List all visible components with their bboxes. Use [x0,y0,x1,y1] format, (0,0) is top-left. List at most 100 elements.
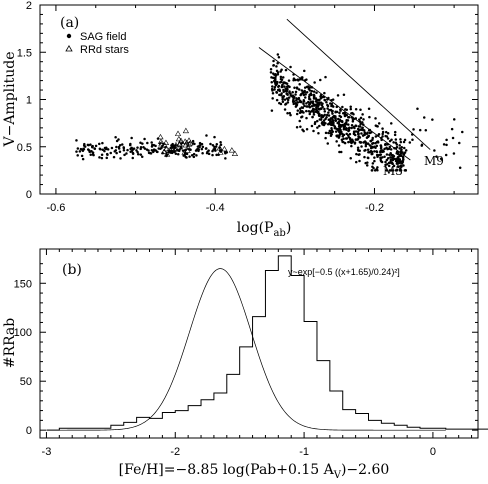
sag-field-point [319,78,322,82]
sag-field-point [131,156,135,160]
sag-field-point [219,143,223,147]
sag-field-point [400,145,403,149]
sag-field-point [343,114,347,118]
sag-field-point [305,109,308,113]
sag-field-point [280,92,283,95]
rrd-star-point [184,147,191,153]
sag-field-point [338,111,341,115]
sag-field-point [316,98,319,102]
sag-field-point [376,125,379,128]
sag-field-point [317,102,321,106]
line-label-m9: M9 [424,154,444,168]
sag-field-point [361,121,364,124]
x-tick-label: -2 [170,446,180,458]
sag-field-point [294,105,298,108]
sag-field-point [304,96,307,99]
sag-field-point [213,147,217,151]
sag-field-point [335,127,338,130]
sag-field-point [347,127,351,130]
sag-field-point [81,157,85,161]
sag-field-point [388,139,392,143]
sag-field-point [378,153,382,156]
sag-field-point [324,75,327,79]
sag-field-point [304,93,307,96]
sag-field-point [211,153,214,157]
sag-field-point [336,94,340,97]
sag-field-point [330,102,334,106]
sag-field-point [445,138,448,142]
sag-field-point [126,148,129,152]
sag-field-point [390,169,393,172]
sag-field-point [400,165,403,168]
sag-field-point [340,120,344,123]
sag-field-point [275,90,278,94]
rrd-star-point [175,135,182,142]
panel-b-label: (b) [62,262,82,278]
sag-field-point [343,141,347,145]
sag-field-point [312,111,315,114]
sag-field-point [346,119,350,122]
sag-field-point [412,128,415,131]
sag-field-point [350,124,354,127]
sag-field-point [140,155,144,158]
sag-field-point [396,152,400,156]
sag-field-point [359,108,362,111]
sag-field-point [324,131,328,135]
sag-field-point [276,73,280,76]
sag-field-point [110,146,114,150]
sag-field-point [381,149,384,152]
sag-field-point [288,111,292,115]
sag-field-point [103,149,106,153]
sag-field-point [150,148,154,152]
sag-field-point [351,138,354,142]
sag-field-point [289,113,292,117]
sag-field-point [338,114,341,118]
sag-field-point [329,117,333,120]
sag-field-point [392,164,396,168]
y-tick-label: 1 [26,95,32,107]
rrd-star-point [157,138,165,144]
sag-field-point [385,153,389,156]
sag-field-point [342,124,346,127]
sag-field-point [373,159,376,163]
sag-field-point [275,65,278,68]
sag-field-point [339,150,343,154]
sag-field-point [277,56,281,59]
sag-field-point [337,129,340,132]
sag-field-point [390,122,393,125]
sag-field-point [279,75,283,79]
x-tick-label: -1 [299,446,309,458]
sag-field-point [370,150,374,154]
sag-field-point [371,152,374,156]
sag-field-point [198,143,202,147]
sag-field-point [86,143,90,147]
sag-field-point [318,118,322,121]
sag-field-point [383,147,386,151]
rrd-star-point [172,145,179,151]
sag-field-point [93,147,96,150]
sag-field-point [356,130,360,134]
sag-field-point [105,156,109,160]
sag-field-point [386,137,390,140]
sag-field-point [288,90,291,93]
sag-field-point [354,124,358,128]
sag-field-point [139,141,142,145]
sag-field-point [362,129,366,132]
sag-field-point [141,142,144,145]
sag-field-point [352,125,356,129]
sag-field-point [391,169,395,172]
sag-field-point [201,152,204,155]
sag-field-point [326,107,329,110]
sag-field-point [358,118,361,121]
sag-field-point [94,144,98,148]
sag-field-point [272,64,275,67]
sag-field-point [354,107,358,111]
sag-field-point [384,163,387,167]
sag-field-point [176,152,180,156]
sag-field-point [119,157,122,160]
sag-field-point [358,149,361,152]
rrd-star-point [176,141,183,147]
sag-field-point [327,118,331,121]
sag-field-point [320,116,323,119]
sag-field-point [295,126,299,129]
